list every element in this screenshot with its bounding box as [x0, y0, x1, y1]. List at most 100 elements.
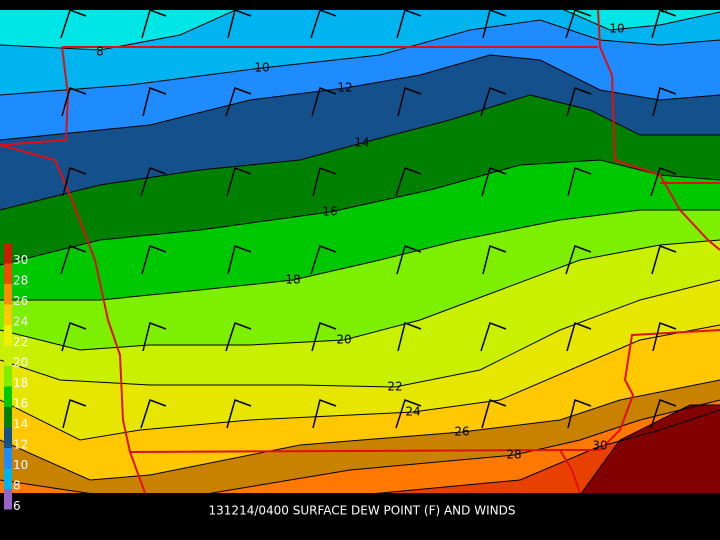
legend-swatch	[4, 325, 12, 346]
wind-barb	[652, 322, 677, 352]
header-bg	[0, 0, 720, 10]
legend-swatch	[4, 345, 12, 366]
wind-barb	[565, 245, 592, 275]
wind-barb	[481, 167, 507, 197]
contour-line	[0, 379, 720, 481]
wind-barb	[396, 245, 422, 275]
legend-label: 26	[13, 294, 28, 308]
contour-label: 8	[96, 45, 104, 59]
legend-label: 12	[13, 437, 28, 451]
border	[0, 46, 70, 146]
legend-label: 24	[13, 314, 28, 328]
legend-label: 16	[13, 396, 28, 410]
legend-label: 10	[13, 458, 28, 472]
contour-label: 18	[285, 273, 300, 287]
contour-line	[0, 94, 720, 211]
wind-barb	[567, 399, 592, 429]
wind-barb	[140, 399, 167, 429]
contour-line	[359, 409, 720, 496]
wind-barb	[310, 245, 337, 275]
legend-label: 6	[13, 499, 21, 513]
legend-swatch	[4, 427, 12, 448]
wind-barb	[566, 87, 592, 117]
wind-barb	[140, 167, 167, 197]
wind-barb	[397, 87, 422, 117]
wind-barb	[651, 245, 677, 275]
legend-swatch	[4, 468, 12, 489]
legend-swatch	[4, 304, 12, 325]
contour-label: 22	[387, 380, 402, 394]
legend-label: 28	[13, 273, 28, 287]
legend-label: 30	[13, 253, 28, 267]
wind-barb	[62, 399, 87, 429]
legend-label: 22	[13, 335, 28, 349]
contour-line	[0, 324, 720, 441]
wind-barb	[60, 245, 87, 275]
wind-barb	[311, 322, 337, 352]
wind-barb	[480, 322, 507, 352]
wind-barb	[61, 87, 87, 117]
contour-label: 30	[592, 439, 607, 453]
footer-bg	[0, 493, 720, 540]
wind-barb	[225, 322, 252, 352]
legend-swatch	[4, 407, 12, 428]
wind-barb	[226, 167, 252, 197]
contour-line	[0, 19, 720, 96]
legend-swatch	[4, 489, 12, 510]
contour-label: 28	[506, 448, 521, 462]
border	[560, 329, 720, 451]
contour-line	[0, 239, 720, 351]
contour-line	[0, 279, 720, 388]
border	[129, 448, 581, 494]
wind-barb	[566, 322, 592, 352]
contour-line	[0, 159, 720, 266]
border	[0, 144, 146, 494]
wind-barb	[142, 87, 167, 117]
wind-barb	[481, 399, 507, 429]
wind-barb	[312, 399, 337, 429]
contour-label: 24	[405, 405, 420, 419]
color-bands	[0, 8, 720, 495]
wind-barb	[480, 87, 507, 117]
wind-barb	[397, 322, 422, 352]
legend-swatch	[4, 263, 12, 284]
wind-barb	[312, 167, 337, 197]
band	[580, 405, 720, 495]
legend-swatch	[4, 386, 12, 407]
border	[597, 9, 720, 251]
wind-barb	[141, 245, 167, 275]
wind-barb	[652, 87, 677, 117]
wind-barb	[482, 245, 507, 275]
wind-barb	[311, 87, 337, 117]
legend-label: 18	[13, 376, 28, 390]
wind-barb	[395, 399, 422, 429]
legend-label: 8	[13, 478, 21, 492]
wind-barb	[567, 167, 592, 197]
legend-swatch	[4, 284, 12, 305]
contour-line	[579, 404, 720, 496]
contour-label: 20	[336, 333, 351, 347]
legend-swatch	[4, 366, 12, 387]
legend-label: 14	[13, 417, 28, 431]
wind-barb	[225, 87, 252, 117]
wind-barb	[650, 167, 677, 197]
legend-swatch	[4, 243, 12, 264]
wind-barb	[227, 245, 252, 275]
legend: 30 28 26 24 22 20 18 16 14 12 10 8 6	[4, 243, 28, 513]
wind-barb	[142, 322, 167, 352]
contour-label: 10	[254, 61, 269, 75]
legend-swatch	[4, 448, 12, 469]
wind-barb	[650, 399, 677, 429]
contours	[0, 7, 720, 496]
contour-line	[0, 209, 720, 301]
title: 131214/0400 SURFACE DEW POINT (F) AND WI…	[209, 504, 516, 518]
legend-label: 20	[13, 355, 28, 369]
contour-label: 16	[322, 205, 337, 219]
wind-barb	[395, 167, 422, 197]
wind-barb	[226, 399, 252, 429]
contour-label: 12	[337, 81, 352, 95]
state-borders	[0, 9, 720, 494]
wind-barb	[61, 322, 87, 352]
